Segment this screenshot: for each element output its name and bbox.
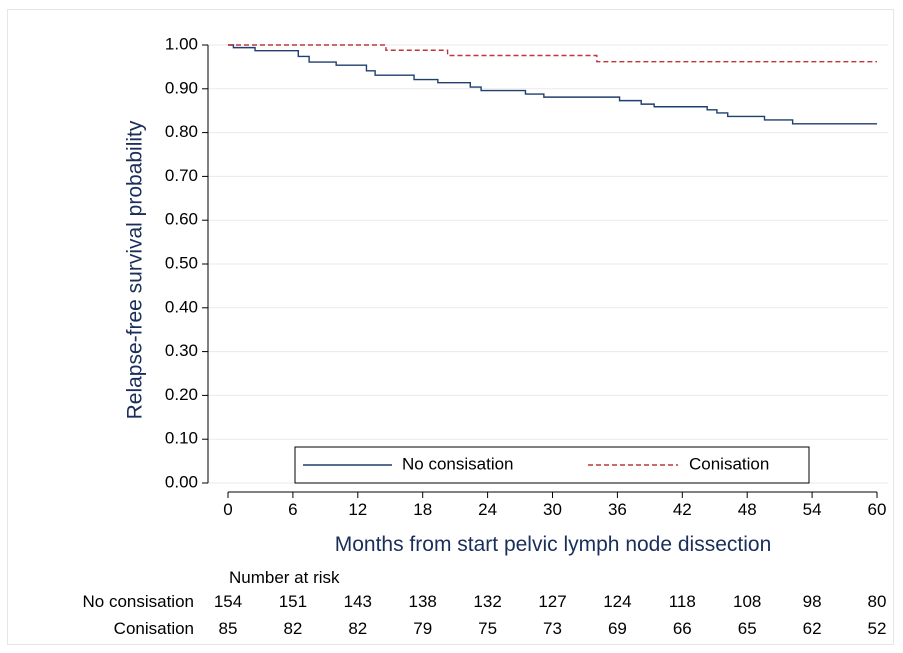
y-tick-label: 0.70 bbox=[165, 166, 198, 185]
series-line-2 bbox=[228, 44, 877, 63]
risk-cell: 52 bbox=[868, 619, 887, 638]
risk-row-label: No consisation bbox=[82, 592, 194, 611]
risk-cell: 62 bbox=[803, 619, 822, 638]
risk-cell: 138 bbox=[409, 592, 437, 611]
y-tick-label: 0.90 bbox=[165, 78, 198, 97]
y-tick-label: 0.10 bbox=[165, 429, 198, 448]
x-tick-label: 54 bbox=[803, 500, 822, 519]
risk-cell: 124 bbox=[603, 592, 631, 611]
risk-cell: 108 bbox=[733, 592, 761, 611]
risk-cell: 132 bbox=[473, 592, 501, 611]
x-tick-label: 12 bbox=[348, 500, 367, 519]
risk-cell: 79 bbox=[413, 619, 432, 638]
y-tick-label: 0.30 bbox=[165, 341, 198, 360]
risk-cell: 82 bbox=[348, 619, 367, 638]
risk-cell: 151 bbox=[279, 592, 307, 611]
risk-cell: 98 bbox=[803, 592, 822, 611]
risk-cell: 118 bbox=[669, 592, 696, 611]
legend-label-1: No consisation bbox=[402, 454, 514, 473]
chart-frame bbox=[7, 9, 894, 645]
x-tick-label: 0 bbox=[223, 500, 232, 519]
series-line-1 bbox=[228, 44, 877, 125]
risk-cell: 154 bbox=[214, 592, 242, 611]
y-tick-label: 0.80 bbox=[165, 122, 198, 141]
risk-cell: 85 bbox=[219, 619, 238, 638]
x-tick-label: 24 bbox=[478, 500, 497, 519]
x-tick-label: 6 bbox=[288, 500, 297, 519]
legend: No consisation Conisation bbox=[294, 446, 810, 484]
y-tick-label: 1.00 bbox=[165, 34, 198, 53]
risk-cell: 80 bbox=[868, 592, 887, 611]
y-axis-title: Relapse-free survival probability bbox=[124, 120, 147, 419]
risk-table-title: Number at risk bbox=[229, 568, 340, 587]
risk-cell: 143 bbox=[344, 592, 372, 611]
risk-cell: 127 bbox=[538, 592, 566, 611]
y-tick-label: 0.00 bbox=[165, 472, 198, 491]
x-tick-label: 30 bbox=[543, 500, 562, 519]
risk-row-label: Conisation bbox=[114, 619, 194, 638]
x-tick-label: 60 bbox=[868, 500, 887, 519]
x-axis-title: Months from start pelvic lymph node diss… bbox=[335, 533, 772, 556]
risk-cell: 69 bbox=[608, 619, 627, 638]
legend-label-2: Conisation bbox=[689, 454, 769, 473]
risk-cell: 65 bbox=[738, 619, 757, 638]
risk-table: Number at risk No consisation 154 151 143 13… bbox=[82, 568, 886, 638]
x-tick-label: 42 bbox=[673, 500, 692, 519]
y-tick-label: 0.50 bbox=[165, 253, 198, 272]
y-tick-label: 0.40 bbox=[165, 297, 198, 316]
x-tick-label: 18 bbox=[413, 500, 432, 519]
risk-cell: 66 bbox=[673, 619, 692, 638]
series-layer bbox=[228, 44, 877, 125]
y-tick-label: 0.60 bbox=[165, 210, 198, 229]
risk-cell: 82 bbox=[283, 619, 302, 638]
y-tick-label: 0.20 bbox=[165, 385, 198, 404]
grid-layer bbox=[208, 44, 888, 484]
x-tick-label: 48 bbox=[738, 500, 757, 519]
axes-layer: 0.00 0.10 0.20 0.30 0.40 0.50 0.60 0.70 0.80 0.90… bbox=[165, 34, 887, 519]
x-tick-label: 36 bbox=[608, 500, 627, 519]
risk-cell: 75 bbox=[478, 619, 497, 638]
risk-cell: 73 bbox=[543, 619, 562, 638]
